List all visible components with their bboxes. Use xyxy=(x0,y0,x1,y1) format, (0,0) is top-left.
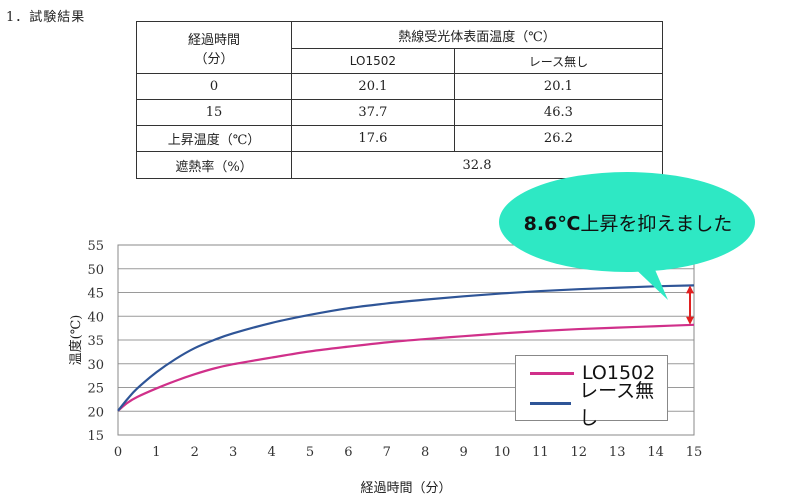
x-tick-label: 0 xyxy=(114,445,122,460)
cell-15-lace-none: 46.3 xyxy=(453,99,664,126)
x-tick-label: 13 xyxy=(609,445,626,460)
callout-text: 8.6℃上昇を抑えました xyxy=(508,209,748,236)
row-heat-shield-rate: 遮熱率（%） xyxy=(136,151,292,179)
cell-0-lo1502: 20.1 xyxy=(291,73,455,100)
header-time-label: 経過時間 xyxy=(187,32,240,48)
y-tick-label: 25 xyxy=(87,382,104,397)
results-table: 経過時間 （分） 熱線受光体表面温度（℃） LO1502 レース無し 0 20.… xyxy=(136,21,664,179)
x-tick-label: 5 xyxy=(306,445,314,460)
y-tick-label: 20 xyxy=(87,405,104,420)
x-tick-label: 8 xyxy=(421,445,429,460)
x-tick-label: 1 xyxy=(152,445,160,460)
x-tick-label: 3 xyxy=(229,445,237,460)
x-tick-label: 12 xyxy=(571,445,588,460)
arrow-head-top xyxy=(686,285,694,294)
legend-item-lo1502: LO1502 xyxy=(516,359,655,387)
x-tick-label: 15 xyxy=(686,445,703,460)
x-tick-label: 4 xyxy=(267,445,275,460)
legend-label-lo1502: LO1502 xyxy=(582,362,656,384)
y-axis-label: 温度(℃) xyxy=(68,315,84,366)
legend-swatch-lace-none xyxy=(530,401,572,405)
y-tick-label: 45 xyxy=(87,287,104,302)
callout-ellipse xyxy=(499,172,755,272)
arrow-head-bottom xyxy=(686,316,694,325)
x-tick-label: 2 xyxy=(191,445,199,460)
x-tick-label: 7 xyxy=(383,445,391,460)
chart-series xyxy=(117,284,695,412)
series-line-lace-none xyxy=(117,284,695,412)
x-tick-label: 14 xyxy=(647,445,664,460)
legend-item-lace-none: レース無し xyxy=(516,380,667,429)
chart-legend: LO1502 レース無し xyxy=(515,355,668,429)
row-temp-rise: 上昇温度（℃） xyxy=(136,125,292,152)
y-tick-label: 55 xyxy=(87,239,104,254)
callout-bubble xyxy=(499,172,755,300)
difference-arrow xyxy=(686,285,694,325)
series-line-lo1502 xyxy=(117,323,695,412)
callout-message: 上昇を抑えました xyxy=(580,213,733,235)
legend-label-lace-none: レース無し xyxy=(579,380,655,429)
y-tick-label: 50 xyxy=(87,263,104,278)
y-tick-label: 15 xyxy=(87,429,104,444)
x-tick-label: 9 xyxy=(459,445,467,460)
y-tick-label: 35 xyxy=(87,334,104,349)
section-heading: 1．試験結果 xyxy=(6,10,86,25)
cell-rise-lace-none: 26.2 xyxy=(453,125,664,152)
x-tick-label: 6 xyxy=(344,445,352,460)
plot-frame xyxy=(117,244,695,436)
x-tick-label: 11 xyxy=(532,445,549,460)
legend-swatch-lo1502 xyxy=(530,371,574,375)
header-lace-none: レース無し xyxy=(453,48,664,74)
callout-value: 8.6℃ xyxy=(523,213,581,235)
header-time-unit: （分） xyxy=(194,51,234,67)
x-tick-label: 10 xyxy=(494,445,511,460)
row-time-0: 0 xyxy=(136,73,292,100)
header-elapsed-time: 経過時間 （分） xyxy=(136,21,292,74)
y-tick-label: 30 xyxy=(87,358,104,373)
x-axis-label: 経過時間（分） xyxy=(360,481,451,496)
y-tick-label: 40 xyxy=(87,310,104,325)
cell-rise-lo1502: 17.6 xyxy=(291,125,455,152)
